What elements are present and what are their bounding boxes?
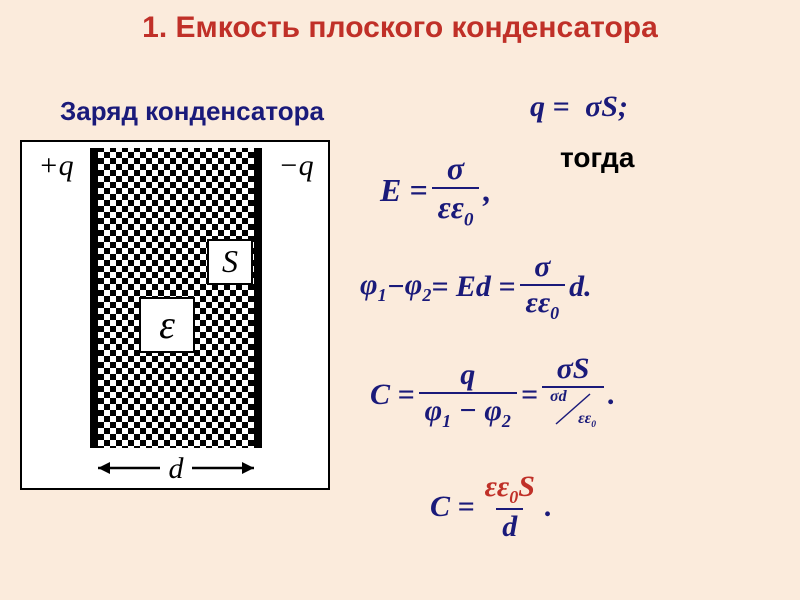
eq-C1-frac1: q φ1 − φ2	[419, 358, 517, 432]
eq-charge: q = σS;	[530, 90, 628, 124]
eq-field-frac: σ εε0	[432, 150, 480, 231]
eq-C1-frac2: σS σd εε0	[542, 352, 604, 438]
eq-C1-diagfrac: σd εε0	[548, 388, 598, 430]
eq-C1-mid: =	[521, 378, 538, 412]
eq-potential: φ1 − φ2 = Ed = σ εε0 d.	[360, 250, 592, 324]
label-minus-q: −q	[278, 149, 313, 182]
eq-charge-rhs: σS;	[585, 90, 628, 123]
minus: −	[387, 270, 405, 304]
eq-C2-num: εε0S	[479, 470, 541, 508]
eq-field-lhs: E =	[380, 172, 428, 209]
label-eps: ε	[159, 302, 175, 347]
togda-label: тогда	[560, 144, 634, 172]
eq-capacitance-result: C = εε0S d .	[430, 470, 552, 544]
eq-field: E = σ εε0 ,	[380, 150, 491, 231]
eq-potential-tail: d.	[569, 270, 592, 304]
eq-field-den: εε0	[432, 187, 480, 231]
eq-C1-lhs: C =	[370, 378, 415, 412]
label-d: d	[169, 452, 185, 485]
subtitle: Заряд конденсатора	[60, 96, 324, 127]
eq-C2-lhs: C =	[430, 490, 475, 524]
slide: 1. Емкость плоского конденсатора Заряд к…	[0, 0, 800, 600]
label-plus-q: +q	[38, 149, 73, 182]
eq-potential-mid: = Ed =	[431, 270, 515, 304]
phi1: φ1	[360, 268, 387, 306]
eq-potential-frac: σ εε0	[520, 250, 566, 324]
eq-charge-lhs: q =	[530, 90, 570, 123]
label-S: S	[222, 243, 238, 279]
eq-C1-tail: .	[608, 378, 616, 412]
eq-C2-frac: εε0S d	[479, 470, 541, 544]
eq-C2-tail: .	[545, 490, 553, 524]
phi2: φ2	[405, 268, 432, 306]
slide-title: 1. Емкость плоского конденсатора	[0, 10, 800, 46]
eq-capacitance-derive: C = q φ1 − φ2 = σS σd εε0 .	[370, 352, 616, 438]
capacitor-diagram: +q −q S ε d	[20, 140, 330, 490]
eq-field-num: σ	[441, 150, 470, 187]
eq-field-tail: ,	[483, 172, 491, 209]
